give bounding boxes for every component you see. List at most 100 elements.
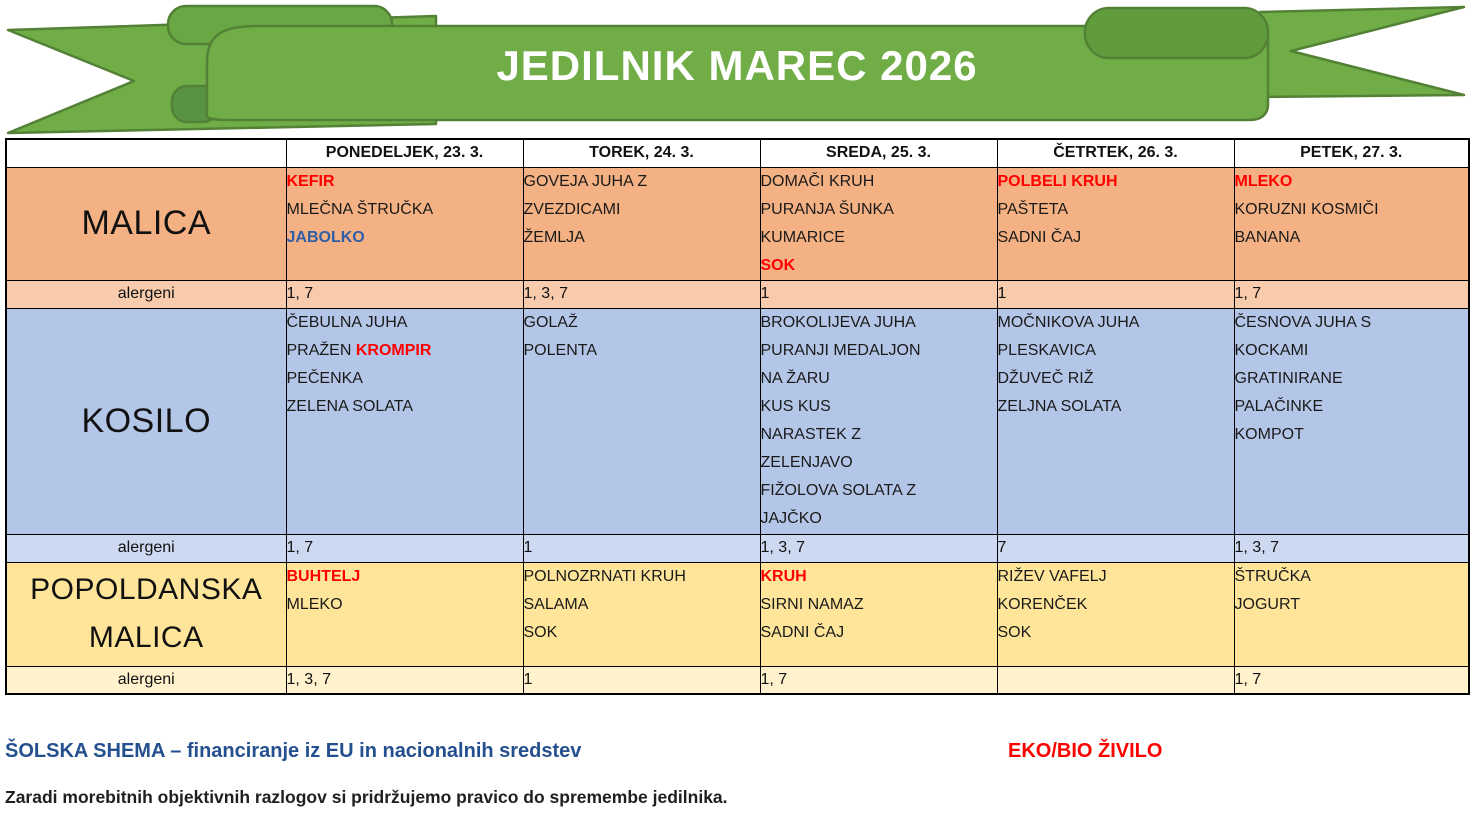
- menu-item-text: NARASTEK Z: [760, 425, 861, 443]
- menu-line: JOGURT: [1235, 591, 1469, 619]
- menu-line: ZELENA SOLATA: [287, 393, 523, 421]
- allergen-label: alergeni: [5, 533, 287, 563]
- menu-cell-malica-1: GOVEJA JUHA Z ZVEZDICAMI ŽEMLJA: [522, 166, 761, 281]
- menu-line: KUS KUS: [761, 393, 997, 421]
- menu-cell-popoldanska-malica-2: KRUH SIRNI NAMAZ SADNI ČAJ: [759, 561, 998, 667]
- menu-item-text: ČEBULNA JUHA: [286, 313, 408, 331]
- menu-line: PLESKAVICA: [998, 337, 1234, 365]
- allergen-value-malica-1: 1, 3, 7: [522, 279, 761, 309]
- menu-line: MLEKO: [1235, 168, 1469, 196]
- allergen-value-kosilo-3: 7: [996, 533, 1235, 563]
- menu-item-text: MLEČNA ŠTRUČKA: [286, 200, 434, 218]
- menu-line: ŽEMLJA: [524, 224, 760, 252]
- menu-line: POLNOZRNATI KRUH: [524, 563, 760, 591]
- menu-line: BUHTELJ: [287, 563, 523, 591]
- menu-item-text: POLENTA: [523, 341, 598, 359]
- menu-item-text: KORUZNI KOSMIČI: [1234, 200, 1379, 218]
- menu-line: MLEČNA ŠTRUČKA: [287, 196, 523, 224]
- menu-line: JAJČKO: [761, 505, 997, 533]
- menu-item-text: ŽEMLJA: [523, 228, 585, 246]
- menu-item-text: SALAMA: [523, 595, 589, 613]
- day-header-2: SREDA, 25. 3.: [759, 138, 998, 168]
- menu-item-text: KORENČEK: [997, 595, 1088, 613]
- allergen-value-popoldanska-malica-1: 1: [522, 665, 761, 695]
- menu-item-text: POLNOZRNATI KRUH: [523, 567, 686, 585]
- menu-item-text: SADNI ČAJ: [997, 228, 1082, 246]
- day-header-row: PONEDELJEK, 23. 3. TOREK, 24. 3. SREDA, 25…: [5, 138, 1470, 168]
- section-label-malica: MALICA: [5, 166, 287, 281]
- ribbon-banner: JEDILNIK MAREC 2026: [0, 0, 1473, 180]
- menu-line: ZVEZDICAMI: [524, 196, 760, 224]
- page-title: JEDILNIK MAREC 2026: [496, 42, 978, 89]
- menu-item-text: PLESKAVICA: [997, 341, 1096, 359]
- menu-line: KRUH: [761, 563, 997, 591]
- menu-item-text: KUS KUS: [760, 397, 831, 415]
- allergen-value-malica-0: 1, 7: [285, 279, 524, 309]
- menu-item-text: KRUH: [760, 567, 807, 585]
- menu-line: BANANA: [1235, 224, 1469, 252]
- menu-item-text: DŽUVEČ RIŽ: [997, 369, 1094, 387]
- menu-line: NARASTEK Z: [761, 421, 997, 449]
- menu-item-text: PURANJI MEDALJON: [760, 341, 921, 359]
- menu-item-text: BUHTELJ: [286, 567, 361, 585]
- section-row-popoldanska-malica: POPOLDANSKA MALICA BUHTELJ MLEKO POLNOZRNATI…: [5, 561, 1470, 667]
- menu-item-text: SOK: [760, 256, 796, 274]
- menu-item-text: KROMPIR: [355, 341, 432, 359]
- section-label-popoldanska-malica: POPOLDANSKA MALICA: [5, 561, 287, 667]
- menu-item-text: MLEKO: [1234, 172, 1293, 190]
- menu-item-text: ZELJNA SOLATA: [997, 397, 1122, 415]
- menu-cell-kosilo-2: BROKOLIJEVA JUHA PURANJI MEDALJON NA ŽARU K…: [759, 307, 998, 535]
- menu-line: DŽUVEČ RIŽ: [998, 365, 1234, 393]
- menu-item-text: KOCKAMI: [1234, 341, 1309, 359]
- menu-line: GOLAŽ: [524, 309, 760, 337]
- menu-cell-kosilo-4: ČESNOVA JUHA S KOCKAMI GRATINIRANE PALAČINK…: [1233, 307, 1470, 535]
- menu-line: GOVEJA JUHA Z: [524, 168, 760, 196]
- day-header-1: TOREK, 24. 3.: [522, 138, 761, 168]
- eko-bio-label: EKO/BIO ŽIVILO: [1008, 740, 1163, 762]
- menu-cell-kosilo-0: ČEBULNA JUHA PRAŽEN KROMPIR PEČENKA ZELENA …: [285, 307, 524, 535]
- menu-cell-kosilo-3: MOČNIKOVA JUHA PLESKAVICA DŽUVEČ RIŽ ZELJNA…: [996, 307, 1235, 535]
- menu-item-text: JABOLKO: [286, 228, 365, 246]
- menu-line: MLEKO: [287, 591, 523, 619]
- menu-item-text: KEFIR: [286, 172, 335, 190]
- menu-item-text: SOK: [523, 623, 558, 641]
- menu-item-text: ZVEZDICAMI: [523, 200, 621, 218]
- menu-cell-malica-4: MLEKO KORUZNI KOSMIČI BANANA: [1233, 166, 1470, 281]
- menu-cell-popoldanska-malica-3: RIŽEV VAFELJ KORENČEK SOK: [996, 561, 1235, 667]
- menu-item-text: PAŠTETA: [997, 200, 1069, 218]
- menu-item-text: ZELENA SOLATA: [286, 397, 414, 415]
- menu-item-text: POLBELI KRUH: [997, 172, 1118, 190]
- menu-line: KORUZNI KOSMIČI: [1235, 196, 1469, 224]
- ribbon-right-tail: [1258, 5, 1466, 99]
- day-header-0: PONEDELJEK, 23. 3.: [285, 138, 524, 168]
- menu-line: JABOLKO: [287, 224, 523, 252]
- corner-cell: [5, 138, 287, 168]
- menu-line: FIŽOLOVA SOLATA Z: [761, 477, 997, 505]
- menu-item-text: GOVEJA JUHA Z: [523, 172, 648, 190]
- menu-item-text: BROKOLIJEVA JUHA: [760, 313, 916, 331]
- menu-cell-popoldanska-malica-1: POLNOZRNATI KRUH SALAMA SOK: [522, 561, 761, 667]
- menu-item-text: MOČNIKOVA JUHA: [997, 313, 1140, 331]
- menu-item-text: JOGURT: [1234, 595, 1300, 613]
- allergen-label: alergeni: [5, 279, 287, 309]
- menu-line: ZELJNA SOLATA: [998, 393, 1234, 421]
- allergen-label: alergeni: [5, 665, 287, 695]
- menu-item-text: SOK: [997, 623, 1032, 641]
- menu-line: KEFIR: [287, 168, 523, 196]
- menu-line: SOK: [524, 619, 760, 647]
- menu-line: RIŽEV VAFELJ: [998, 563, 1234, 591]
- menu-line: DOMAČI KRUH: [761, 168, 997, 196]
- allergen-value-kosilo-1: 1: [522, 533, 761, 563]
- allergen-value-malica-2: 1: [759, 279, 998, 309]
- menu-cell-popoldanska-malica-4: ŠTRUČKA JOGURT: [1233, 561, 1470, 667]
- menu-item-text: FIŽOLOVA SOLATA Z: [760, 481, 917, 499]
- section-label-kosilo: KOSILO: [5, 307, 287, 535]
- menu-line: ČESNOVA JUHA S: [1235, 309, 1469, 337]
- allergen-value-malica-3: 1: [996, 279, 1235, 309]
- menu-item-text: SIRNI NAMAZ: [760, 595, 864, 613]
- allergen-value-kosilo-4: 1, 3, 7: [1233, 533, 1470, 563]
- menu-item-text: SADNI ČAJ: [760, 623, 845, 641]
- menu-line: KOMPOT: [1235, 421, 1469, 449]
- menu-cell-kosilo-1: GOLAŽ POLENTA: [522, 307, 761, 535]
- menu-cell-popoldanska-malica-0: BUHTELJ MLEKO: [285, 561, 524, 667]
